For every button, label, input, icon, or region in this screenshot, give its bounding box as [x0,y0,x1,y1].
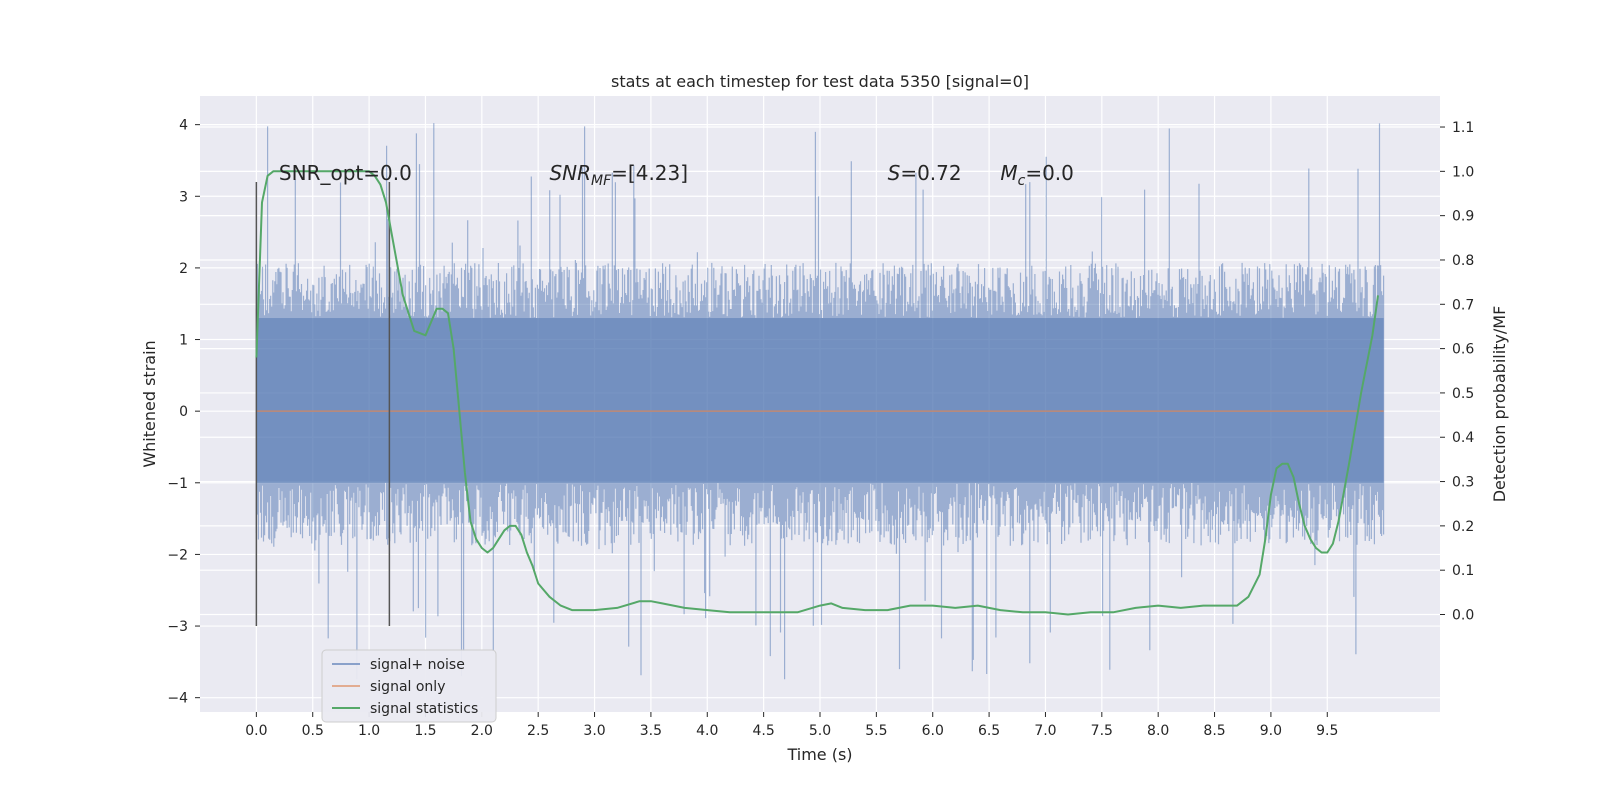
annotation-label: S=0.72 [888,161,962,185]
marker-lines [255,181,391,627]
x-tick-label: 3.0 [583,723,605,739]
annotations: SNR_opt=0.0 SNRMF=[4.23] S=0.72 Mc=0.0 [279,161,1074,189]
y2-tick-label: 0.9 [1452,209,1474,225]
x-tick-label: 8.5 [1203,723,1225,739]
annotation-label: SNR_opt=0.0 [279,161,412,185]
y2-tick-label: 0.0 [1452,608,1474,624]
statistics-series [255,170,1379,616]
x-tick-label: 9.5 [1316,723,1338,739]
noise-series [255,123,1385,680]
y-tick-label: 2 [179,261,188,277]
y-axis-label: Whitened strain [140,340,159,467]
x-tick-label: 8.0 [1147,723,1169,739]
legend-label: signal only [370,679,445,695]
legend-box [321,649,497,723]
y2-axis-label: Detection probability/MF [1490,306,1509,503]
y2-tick-label: 0.8 [1452,253,1474,269]
statistics-line [255,170,1379,616]
annotation-label: SNRMF=[4.23] [549,161,688,189]
legend-label: signal+ noise [370,657,465,673]
x-tick-label: 6.0 [922,723,944,739]
x-tick-label: 1.5 [414,723,436,739]
y2-tick-label: 0.1 [1452,563,1474,579]
x-tick-label: 5.5 [865,723,887,739]
x-tick-label: 6.5 [978,723,1000,739]
x-tick-label: 4.0 [696,723,718,739]
y-tick-label: −1 [167,476,188,492]
y2-tick-label: 0.2 [1452,519,1474,535]
y-tick-label: −3 [167,619,188,635]
x-tick-label: 9.0 [1260,723,1282,739]
x-tick-label: 2.5 [527,723,549,739]
legend-label: signal statistics [370,701,478,717]
y2-tick-label: 0.6 [1452,342,1474,358]
x-tick-label: 7.0 [1034,723,1056,739]
x-tick-label: 0.5 [302,723,324,739]
annotation-label: Mc=0.0 [1000,161,1074,189]
y2-tick-label: 0.4 [1452,430,1474,446]
x-tick-label: 4.5 [753,723,775,739]
y-tick-label: 4 [179,118,188,134]
legend: signal+ noise signal only signal statistic… [321,649,497,723]
y-tick-label: 1 [179,333,188,349]
y-tick-label: −2 [167,547,188,563]
x-axis-label: Time (s) [786,745,852,764]
y-tick-label: 3 [179,189,188,205]
axis-ticks: 0.0 0.5 1.0 1.5 2.0 2.5 3.0 3.5 4.0 4.5 5.0 5.5 6.0 6… [167,118,1474,739]
chart-title: stats at each timestep for test data 535… [611,72,1029,91]
x-tick-label: 5.0 [809,723,831,739]
y-tick-label: 0 [179,404,188,420]
x-tick-label: 2.0 [471,723,493,739]
y2-tick-label: 1.0 [1452,164,1474,180]
y2-tick-label: 0.5 [1452,386,1474,402]
x-tick-label: 7.5 [1091,723,1113,739]
y-tick-label: −4 [167,691,188,707]
y2-tick-label: 0.7 [1452,297,1474,313]
y2-tick-label: 0.3 [1452,475,1474,491]
x-tick-label: 1.0 [358,723,380,739]
x-tick-label: 3.5 [640,723,662,739]
x-tick-label: 0.0 [245,723,267,739]
y2-tick-label: 1.1 [1452,120,1474,136]
